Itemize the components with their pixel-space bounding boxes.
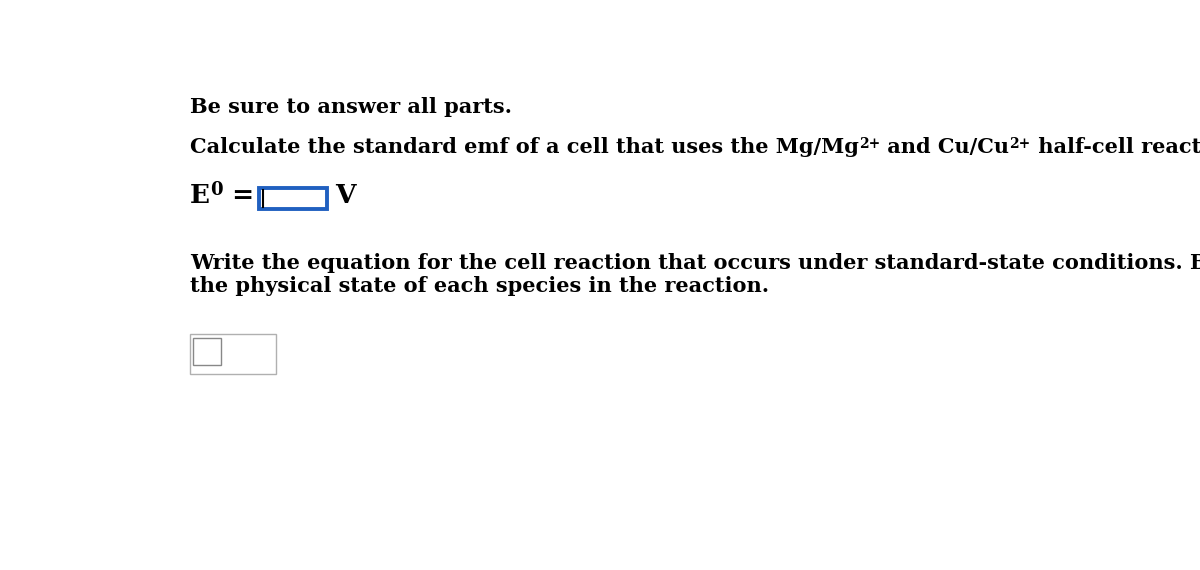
Text: Be sure to answer all parts.: Be sure to answer all parts.	[191, 97, 512, 117]
Text: Write the equation for the cell reaction that occurs under standard-state condit: Write the equation for the cell reaction…	[191, 253, 1200, 272]
Text: V: V	[335, 183, 355, 208]
Text: half-cell reaction at 25°C.: half-cell reaction at 25°C.	[1031, 137, 1200, 157]
Text: 2+: 2+	[1009, 137, 1031, 150]
Bar	[259, 188, 326, 209]
Text: E: E	[191, 183, 210, 208]
Text: the physical state of each species in the reaction.: the physical state of each species in th…	[191, 276, 769, 296]
Text: 2+: 2+	[859, 137, 881, 150]
Bar	[193, 338, 221, 365]
Text: and Cu/Cu: and Cu/Cu	[881, 137, 1009, 157]
Text: Calculate the standard emf of a cell that uses the Mg/Mg: Calculate the standard emf of a cell tha…	[191, 137, 859, 157]
Text: 0: 0	[210, 181, 223, 199]
Text: =: =	[223, 183, 254, 208]
Bar	[191, 334, 276, 374]
